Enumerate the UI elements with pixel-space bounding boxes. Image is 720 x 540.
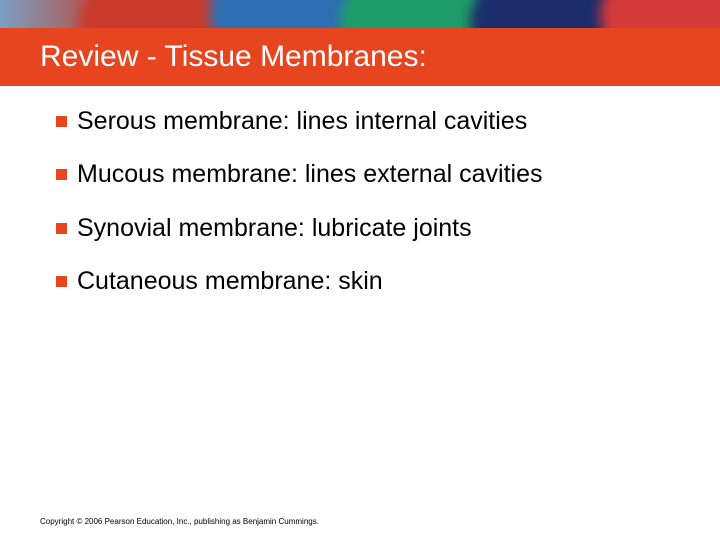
bullet-item: Cutaneous membrane: skin [56,266,680,297]
bullet-text: Mucous membrane: lines external cavities [77,159,542,190]
bullet-item: Serous membrane: lines internal cavities [56,106,680,137]
bullet-item: Synovial membrane: lubricate joints [56,213,680,244]
bullet-marker-icon [56,223,67,234]
title-bar: Review - Tissue Membranes: [0,28,720,86]
bullet-text: Serous membrane: lines internal cavities [77,106,527,137]
bullet-text: Synovial membrane: lubricate joints [77,213,472,244]
bullet-marker-icon [56,276,67,287]
decorative-top-strip [0,0,720,28]
strip-blob [600,0,720,28]
copyright-text: Copyright © 2006 Pearson Education, Inc.… [40,517,319,526]
strip-blob [340,0,490,28]
strip-blob [80,0,220,28]
bullet-item: Mucous membrane: lines external cavities [56,159,680,190]
strip-blob [470,0,620,28]
bullet-marker-icon [56,169,67,180]
slide-body: Serous membrane: lines internal cavities… [0,86,720,297]
bullet-marker-icon [56,116,67,127]
bullet-text: Cutaneous membrane: skin [77,266,383,297]
slide-title: Review - Tissue Membranes: [40,40,427,74]
